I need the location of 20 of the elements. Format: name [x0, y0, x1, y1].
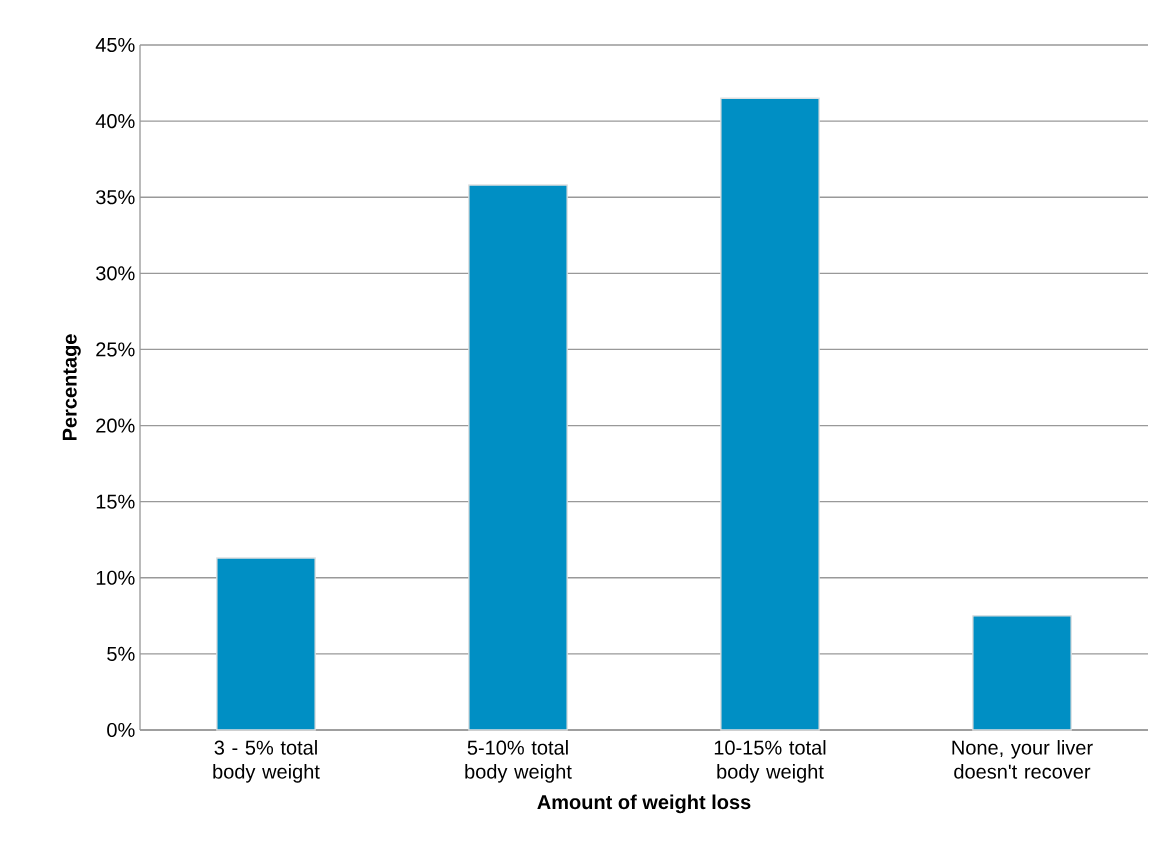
y-tick-label: 45%: [95, 37, 135, 53]
x-tick-label: None, your liver doesn't recover: [952, 740, 1093, 779]
x-axis-title: Amount of weight loss: [537, 794, 751, 814]
x-tick-label: 10-15% total body weight: [714, 740, 826, 783]
x-tick-label: 3 - 5% total body weight: [213, 740, 320, 783]
y-axis-title: Percentage: [62, 334, 81, 441]
bar: [468, 184, 568, 731]
y-tick-label: 10%: [96, 570, 135, 585]
x-tick-label: 5-10% total body weight: [465, 740, 572, 783]
y-tick-label: 35%: [96, 190, 135, 205]
bar: [720, 97, 820, 731]
y-tick-label: 15%: [96, 494, 135, 509]
y-tick-label: 20%: [96, 418, 135, 433]
y-tick-label: 30%: [96, 266, 135, 281]
bar: [972, 615, 1072, 731]
y-tick-label: 25%: [96, 342, 135, 357]
bar: [216, 557, 316, 731]
y-tick-label: 5%: [107, 646, 135, 661]
y-tick-label: 0%: [107, 722, 135, 738]
y-tick-label: 40%: [95, 114, 135, 129]
